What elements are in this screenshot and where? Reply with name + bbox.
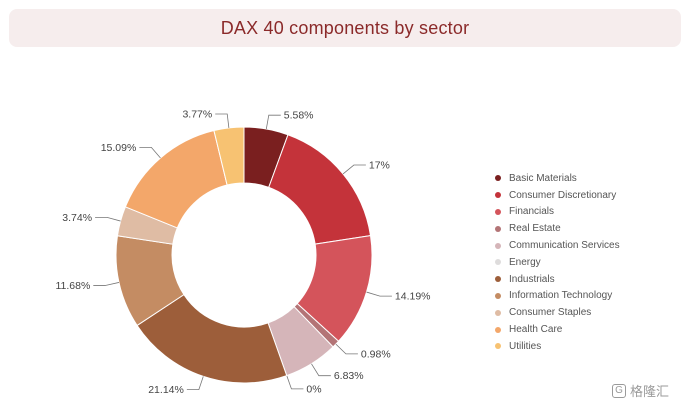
legend-label: Utilities	[509, 340, 542, 352]
legend-item-real-estate[interactable]: Real Estate	[495, 220, 620, 237]
slice-consumer-discretionary[interactable]	[268, 134, 372, 245]
legend-label: Consumer Discretionary	[509, 189, 617, 201]
legend-marker-icon	[495, 276, 501, 283]
data-label-health-care: 15.09%	[101, 142, 137, 154]
legend-item-industrials[interactable]: Industrials	[495, 271, 620, 288]
label-leader-information-technology	[93, 282, 120, 286]
legend-label: Health Care	[509, 324, 563, 336]
legend-label: Basic Materials	[509, 172, 577, 184]
legend-item-communication-services[interactable]: Communication Services	[495, 237, 620, 254]
legend-label: Communication Services	[509, 240, 620, 252]
legend-label: Industrials	[509, 273, 555, 285]
label-leader-consumer-staples	[95, 216, 121, 222]
legend-label: Consumer Staples	[509, 307, 592, 319]
legend-label: Information Technology	[509, 290, 613, 302]
watermark-text: 格隆汇	[630, 384, 670, 399]
data-label-industrials: 21.14%	[148, 384, 184, 396]
legend-marker-icon	[495, 225, 501, 232]
legend-marker-icon	[495, 326, 501, 333]
legend-item-consumer-discretionary[interactable]: Consumer Discretionary	[495, 187, 620, 204]
data-label-energy: 0%	[306, 383, 321, 395]
label-leader-consumer-discretionary	[342, 164, 366, 175]
legend-label: Financials	[509, 206, 555, 218]
label-leader-health-care	[139, 146, 161, 159]
watermark: G 格隆汇	[612, 381, 669, 400]
data-label-basic-materials: 5.58%	[284, 110, 314, 122]
label-leader-industrials	[186, 376, 204, 391]
data-label-information-technology: 11.68%	[55, 280, 90, 292]
data-label-consumer-staples: 3.74%	[62, 212, 92, 224]
g-logo-icon: G	[612, 383, 626, 398]
slice-industrials[interactable]	[136, 293, 288, 384]
legend-label: Energy	[509, 256, 541, 268]
label-leader-basic-materials	[265, 114, 281, 130]
slice-utilities[interactable]	[213, 126, 245, 186]
legend-item-information-technology[interactable]: Information Technology	[495, 288, 620, 305]
legend-marker-icon	[495, 175, 501, 182]
legend-item-health-care[interactable]: Health Care	[495, 321, 620, 338]
legend-item-energy[interactable]: Energy	[495, 254, 620, 271]
legend-marker-icon	[495, 192, 501, 199]
label-leader-utilities	[215, 113, 230, 128]
label-leader-energy	[286, 375, 304, 390]
legend-marker-icon	[495, 309, 501, 316]
legend-marker-icon	[495, 208, 501, 215]
data-label-communication-services: 6.83%	[334, 370, 364, 382]
legend-marker-icon	[495, 259, 501, 266]
data-label-consumer-discretionary: 17%	[369, 160, 390, 172]
chart-legend: Basic Materials Consumer Discretionary Fin…	[495, 170, 620, 355]
data-label-utilities: 3.77%	[182, 108, 212, 120]
chart-title: DAX 40 components by sector	[220, 17, 470, 38]
legend-item-financials[interactable]: Financials	[495, 204, 620, 221]
legend-item-utilities[interactable]: Utilities	[495, 338, 620, 355]
label-leader-real-estate	[335, 343, 358, 355]
legend-marker-icon	[495, 292, 501, 299]
slice-health-care[interactable]	[124, 129, 228, 229]
legend-item-basic-materials[interactable]: Basic Materials	[495, 170, 620, 187]
title-bar: DAX 40 components by sector	[9, 9, 681, 47]
legend-item-consumer-staples[interactable]: Consumer Staples	[495, 304, 620, 321]
data-label-financials: 14.19%	[395, 291, 431, 303]
data-label-real-estate: 0.98%	[361, 348, 391, 360]
legend-marker-icon	[495, 242, 501, 249]
label-leader-communication-services	[311, 363, 331, 377]
legend-label: Real Estate	[509, 223, 561, 235]
label-leader-financials	[366, 291, 392, 297]
legend-marker-icon	[495, 343, 501, 350]
